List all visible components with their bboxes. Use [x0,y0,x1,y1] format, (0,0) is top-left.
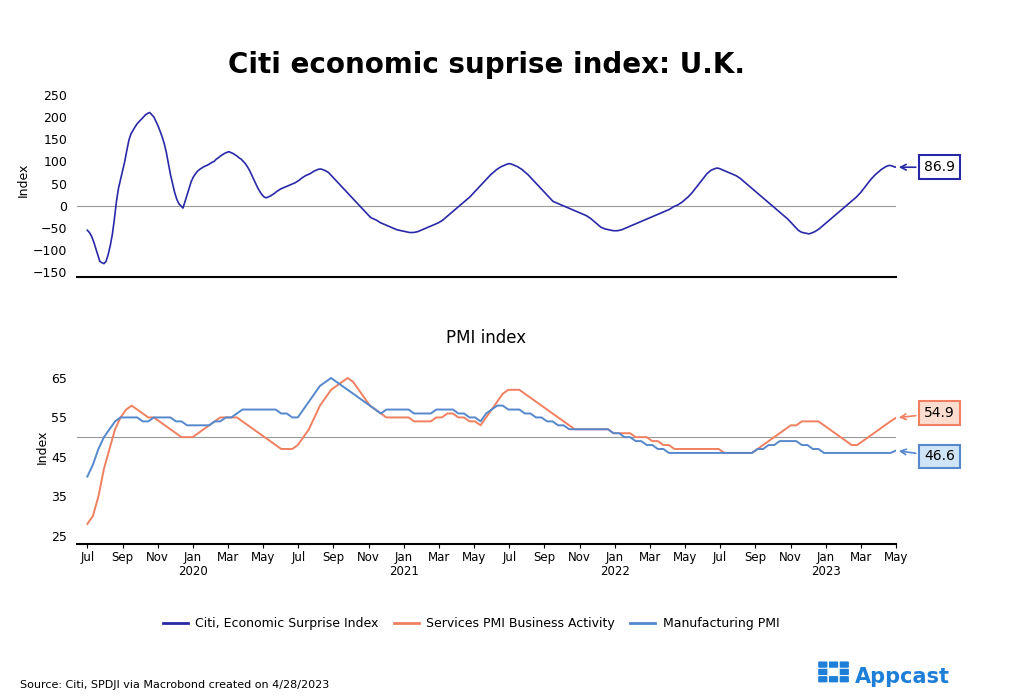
Text: 46.6: 46.6 [900,449,955,464]
Y-axis label: Index: Index [17,163,30,197]
Text: Source: Citi, SPDJI via Macrobond created on 4/28/2023: Source: Citi, SPDJI via Macrobond create… [20,680,330,690]
Text: 54.9: 54.9 [901,406,954,420]
Text: 2023: 2023 [811,565,841,579]
Title: Citi economic suprise index: U.K.: Citi economic suprise index: U.K. [228,50,744,79]
Text: 2020: 2020 [178,565,208,579]
Legend: Citi, Economic Surprise Index, Services PMI Business Activity, Manufacturing PMI: Citi, Economic Surprise Index, Services … [158,612,784,635]
Text: 86.9: 86.9 [901,160,955,174]
Text: 2021: 2021 [389,565,419,579]
Text: Appcast: Appcast [855,666,950,687]
Title: PMI index: PMI index [446,330,526,347]
Text: 2022: 2022 [600,565,630,579]
Y-axis label: Index: Index [35,430,48,464]
